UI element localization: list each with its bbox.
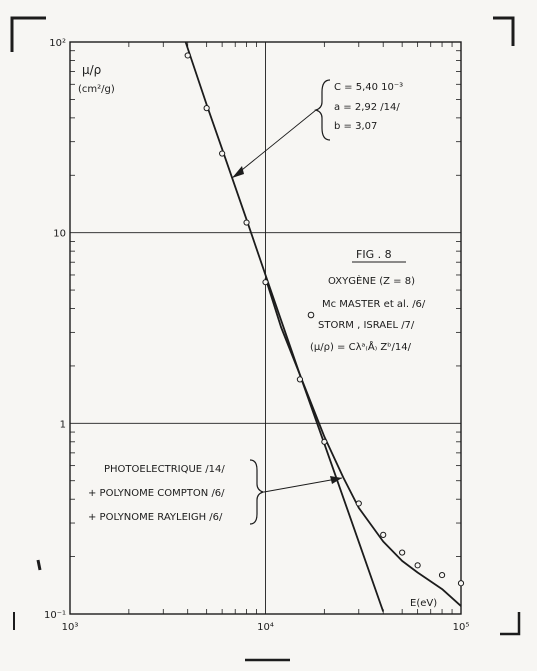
data-point [414, 562, 421, 569]
param-b: b = 3,07 [334, 121, 377, 132]
data-point [262, 279, 269, 286]
param-c: C = 5,40 10⁻³ [334, 82, 403, 93]
x-tick-labels: 10³ 10⁴ 10⁵ [62, 622, 470, 633]
data-point [399, 549, 406, 556]
y-tick-label: 10⁻¹ [44, 610, 66, 621]
legend-marker-circle [307, 311, 315, 319]
curve-text-3: + POLYNOME RAYLEIGH /6/ [88, 512, 223, 523]
data-point [296, 376, 304, 383]
y-tick-label: 10² [49, 38, 66, 49]
data-point [438, 571, 446, 579]
params-pointer [231, 109, 317, 179]
data-point [380, 531, 387, 538]
x-tick-label: 10³ [62, 622, 79, 633]
data-point [184, 52, 191, 59]
legend-formula: (μ/ρ) = Cλᵃ₍Å₎ Zᵇ/14/ [310, 340, 412, 353]
params-brace [314, 79, 331, 141]
x-tick-label: 10⁵ [453, 622, 470, 633]
grid-lines [70, 42, 461, 614]
corner-mark-top-right [493, 16, 515, 46]
params-pointer-arrowhead [232, 166, 244, 178]
data-point [203, 105, 210, 112]
x-tick-label: 10⁴ [257, 622, 274, 633]
x-axis-label: E(eV) [410, 598, 437, 609]
scan-mark [36, 559, 42, 571]
legend-source-1: Mc MASTER et al. /6/ [322, 299, 426, 310]
figure-title: FIG . 8 [356, 248, 392, 261]
curve-pointer-arrowhead [330, 476, 342, 484]
series-layer [184, 41, 462, 612]
y-tick-label: 1 [60, 419, 66, 430]
curve-brace [249, 459, 265, 525]
data-points [184, 52, 465, 587]
legend-source-2: STORM , ISRAEL /7/ [318, 320, 415, 331]
y-tick-label: 10 [53, 229, 66, 240]
data-point [457, 580, 465, 587]
y-axis-label: μ/ρ [82, 63, 101, 77]
curve-text-1: PHOTOELECTRIQUE /14/ [104, 464, 225, 475]
param-a: a = 2,92 /14/ [334, 102, 400, 113]
corner-mark-bottom-right [500, 612, 521, 636]
element-label: OXYGÈNE (Z = 8) [328, 274, 415, 287]
data-point [219, 150, 226, 157]
series-line-0 [184, 41, 385, 612]
y-tick-labels: 10² 10 1 10⁻¹ [44, 38, 66, 621]
data-point [321, 438, 328, 445]
data-point [243, 219, 250, 226]
curve-pointer [263, 477, 343, 493]
corner-mark-top-left [10, 16, 46, 52]
y-axis-unit: (cm²/g) [78, 84, 115, 95]
curve-text-2: + POLYNOME COMPTON /6/ [88, 488, 225, 499]
series-line-1 [264, 277, 462, 607]
data-point [355, 500, 362, 507]
